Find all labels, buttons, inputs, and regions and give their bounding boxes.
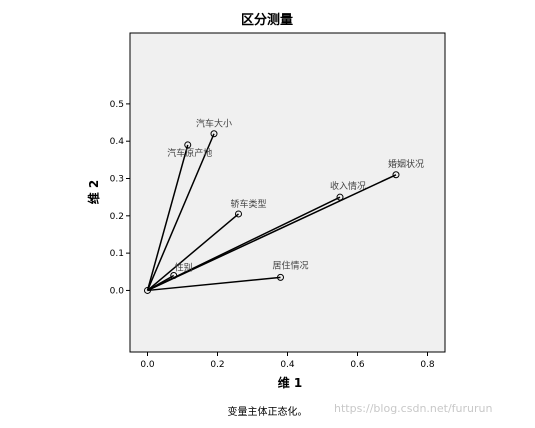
- vector-line: [147, 274, 175, 292]
- vector-line: [146, 144, 189, 291]
- chart-title: 区分测量: [241, 12, 293, 28]
- y-axis-label: 维 2: [86, 180, 101, 205]
- vector-label: 居住情况: [272, 259, 308, 271]
- watermark: https://blog.csdn.net/fururun: [334, 402, 493, 415]
- y-tick-label: 0.4: [110, 137, 125, 147]
- vector-label: 婚姻状况: [388, 158, 424, 170]
- y-tick-label: 0.2: [110, 212, 124, 222]
- y-tick-label: 0.3: [110, 175, 124, 185]
- vector-point: [170, 272, 178, 280]
- vector-label: 收入情况: [330, 180, 366, 192]
- x-axis: 0.0 0.2 0.4 0.6 0.8: [140, 352, 435, 370]
- vector-point: [277, 273, 284, 281]
- vector-label: 轿车类型: [230, 198, 266, 210]
- vector-line: [147, 276, 281, 292]
- vector-point: [184, 141, 192, 149]
- vector-point: [392, 171, 400, 179]
- x-tick-label: 0.6: [350, 360, 365, 370]
- y-axis: 0.0 0.1 0.2 0.3 0.4 0.5: [110, 100, 130, 296]
- x-tick-label: 0.2: [210, 360, 224, 370]
- plot-area: [129, 32, 446, 353]
- x-tick-label: 0.8: [420, 360, 435, 370]
- vector-line: [146, 133, 215, 291]
- y-tick-label: 0.1: [110, 249, 124, 259]
- vector-line: [147, 213, 239, 292]
- origin-point: [144, 286, 151, 294]
- y-tick-label: 0.0: [110, 286, 125, 296]
- vector-point: [235, 210, 242, 218]
- y-tick-label: 0.5: [110, 100, 124, 110]
- vector-label: 汽车大小: [196, 118, 232, 130]
- x-tick-label: 0.0: [140, 360, 155, 370]
- vector-line: [147, 174, 397, 292]
- x-tick-label: 0.4: [280, 360, 295, 370]
- vector-label: 性别: [175, 262, 193, 274]
- chart: 区分测量 0.0 0.2 0.4 0.6 0.8 0.00.10.20.30.40.5 …: [86, 12, 446, 390]
- vector-label: 汽车原产地: [167, 147, 212, 159]
- x-axis-label: 维 1: [278, 375, 303, 390]
- footnote: 变量主体正态化。: [227, 407, 308, 418]
- vector-point: [210, 130, 218, 138]
